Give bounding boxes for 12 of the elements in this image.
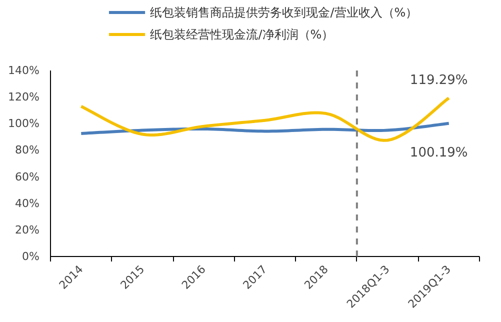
data-label: 100.19% [410,145,468,160]
legend-label: 纸包装经营性现金流/净利润（%） [150,28,334,42]
data-label: 119.29% [410,73,468,88]
y-tick-label: 80% [15,144,40,157]
y-tick-label: 140% [8,64,40,77]
y-tick-label: 60% [15,170,40,184]
legend-label: 纸包装销售商品提供劳务收到现金/营业收入（%） [150,6,418,20]
y-tick-label: 100% [8,117,40,130]
y-tick-label: 40% [15,196,40,210]
y-tick-label: 20% [15,223,40,236]
y-tick-label: 0% [22,250,40,263]
y-tick-label: 120% [8,90,40,104]
